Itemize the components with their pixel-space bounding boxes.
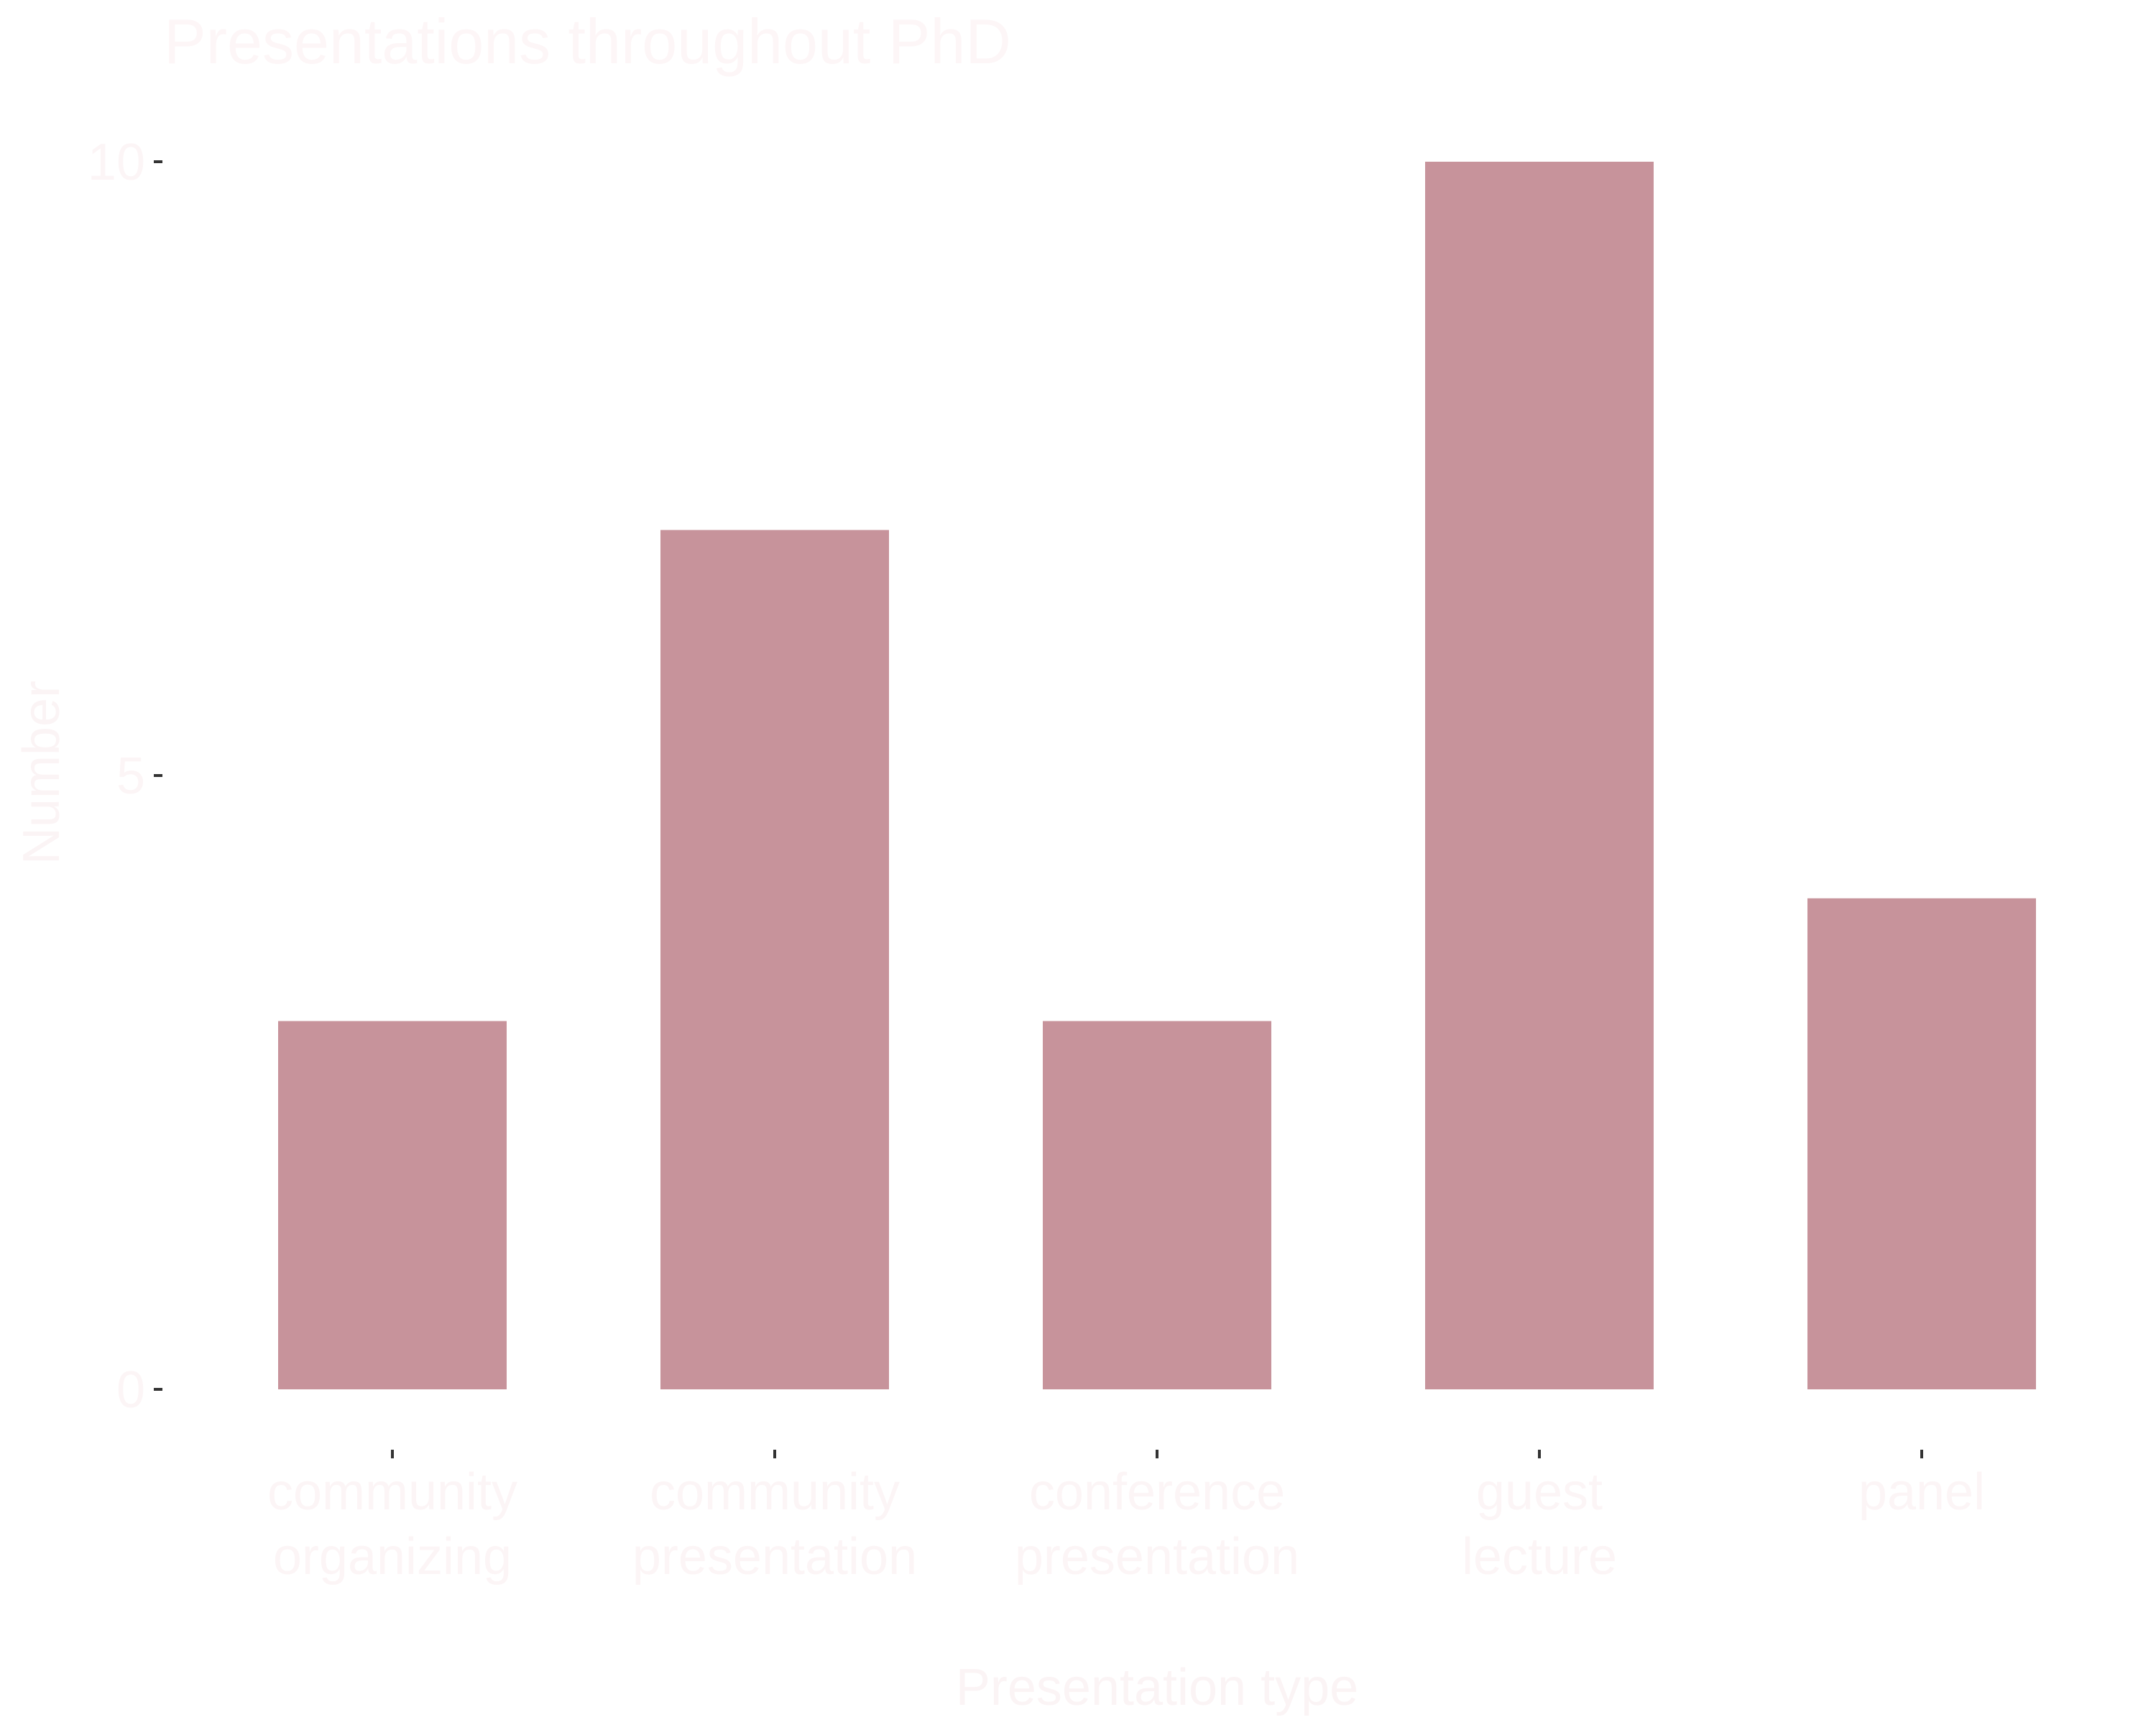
x-tick-label-line: community	[650, 1463, 900, 1521]
x-tick-label: guest lecture	[1462, 1463, 1617, 1586]
bar	[1807, 898, 2036, 1389]
x-tick-label-line: guest	[1476, 1463, 1603, 1521]
x-tick-label-line: lecture	[1462, 1528, 1617, 1586]
x-tick-label-line: presentation	[632, 1528, 917, 1586]
y-tick-label: 0	[116, 1361, 145, 1419]
x-tick-label-line: conference	[1029, 1463, 1285, 1521]
x-tick-label-line: organizing	[273, 1528, 512, 1586]
x-axis-title: Presentation type	[956, 1659, 1358, 1716]
bar	[1043, 1021, 1271, 1389]
y-tick-label: 10	[88, 134, 145, 191]
bars	[278, 162, 2036, 1389]
x-tick-label: conference presentation	[1015, 1463, 1299, 1586]
x-tick-label: community organizing	[267, 1463, 517, 1586]
y-axis-title: Number	[13, 681, 70, 865]
x-tick-label: community presentation	[632, 1463, 917, 1586]
bar	[278, 1021, 507, 1389]
y-tick-label: 5	[116, 748, 145, 805]
x-tick-label: panel	[1858, 1463, 1985, 1521]
bar	[1425, 162, 1654, 1389]
bar	[660, 530, 889, 1389]
x-tick-label-line: presentation	[1015, 1528, 1299, 1586]
x-axis: community organizing community presentation…	[267, 1450, 1985, 1586]
y-axis: 0 5 10	[88, 134, 162, 1419]
chart-title: Presentations throughout PhD	[164, 6, 1011, 77]
x-tick-label-line: community	[267, 1463, 517, 1521]
x-tick-label-line: panel	[1858, 1463, 1985, 1521]
